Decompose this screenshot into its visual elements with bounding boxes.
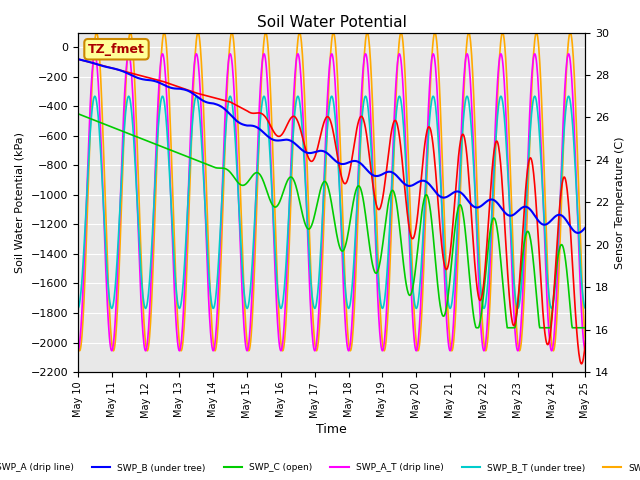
Y-axis label: Sensor Temperature (C): Sensor Temperature (C) xyxy=(615,136,625,268)
Text: TZ_fmet: TZ_fmet xyxy=(88,43,145,56)
X-axis label: Time: Time xyxy=(316,423,347,436)
Legend: SWP_A (drip line), SWP_B (under tree), SWP_C (open), SWP_A_T (drip line), SWP_B_: SWP_A (drip line), SWP_B (under tree), S… xyxy=(0,459,640,476)
Title: Soil Water Potential: Soil Water Potential xyxy=(257,15,406,30)
Y-axis label: Soil Water Potential (kPa): Soil Water Potential (kPa) xyxy=(15,132,25,273)
